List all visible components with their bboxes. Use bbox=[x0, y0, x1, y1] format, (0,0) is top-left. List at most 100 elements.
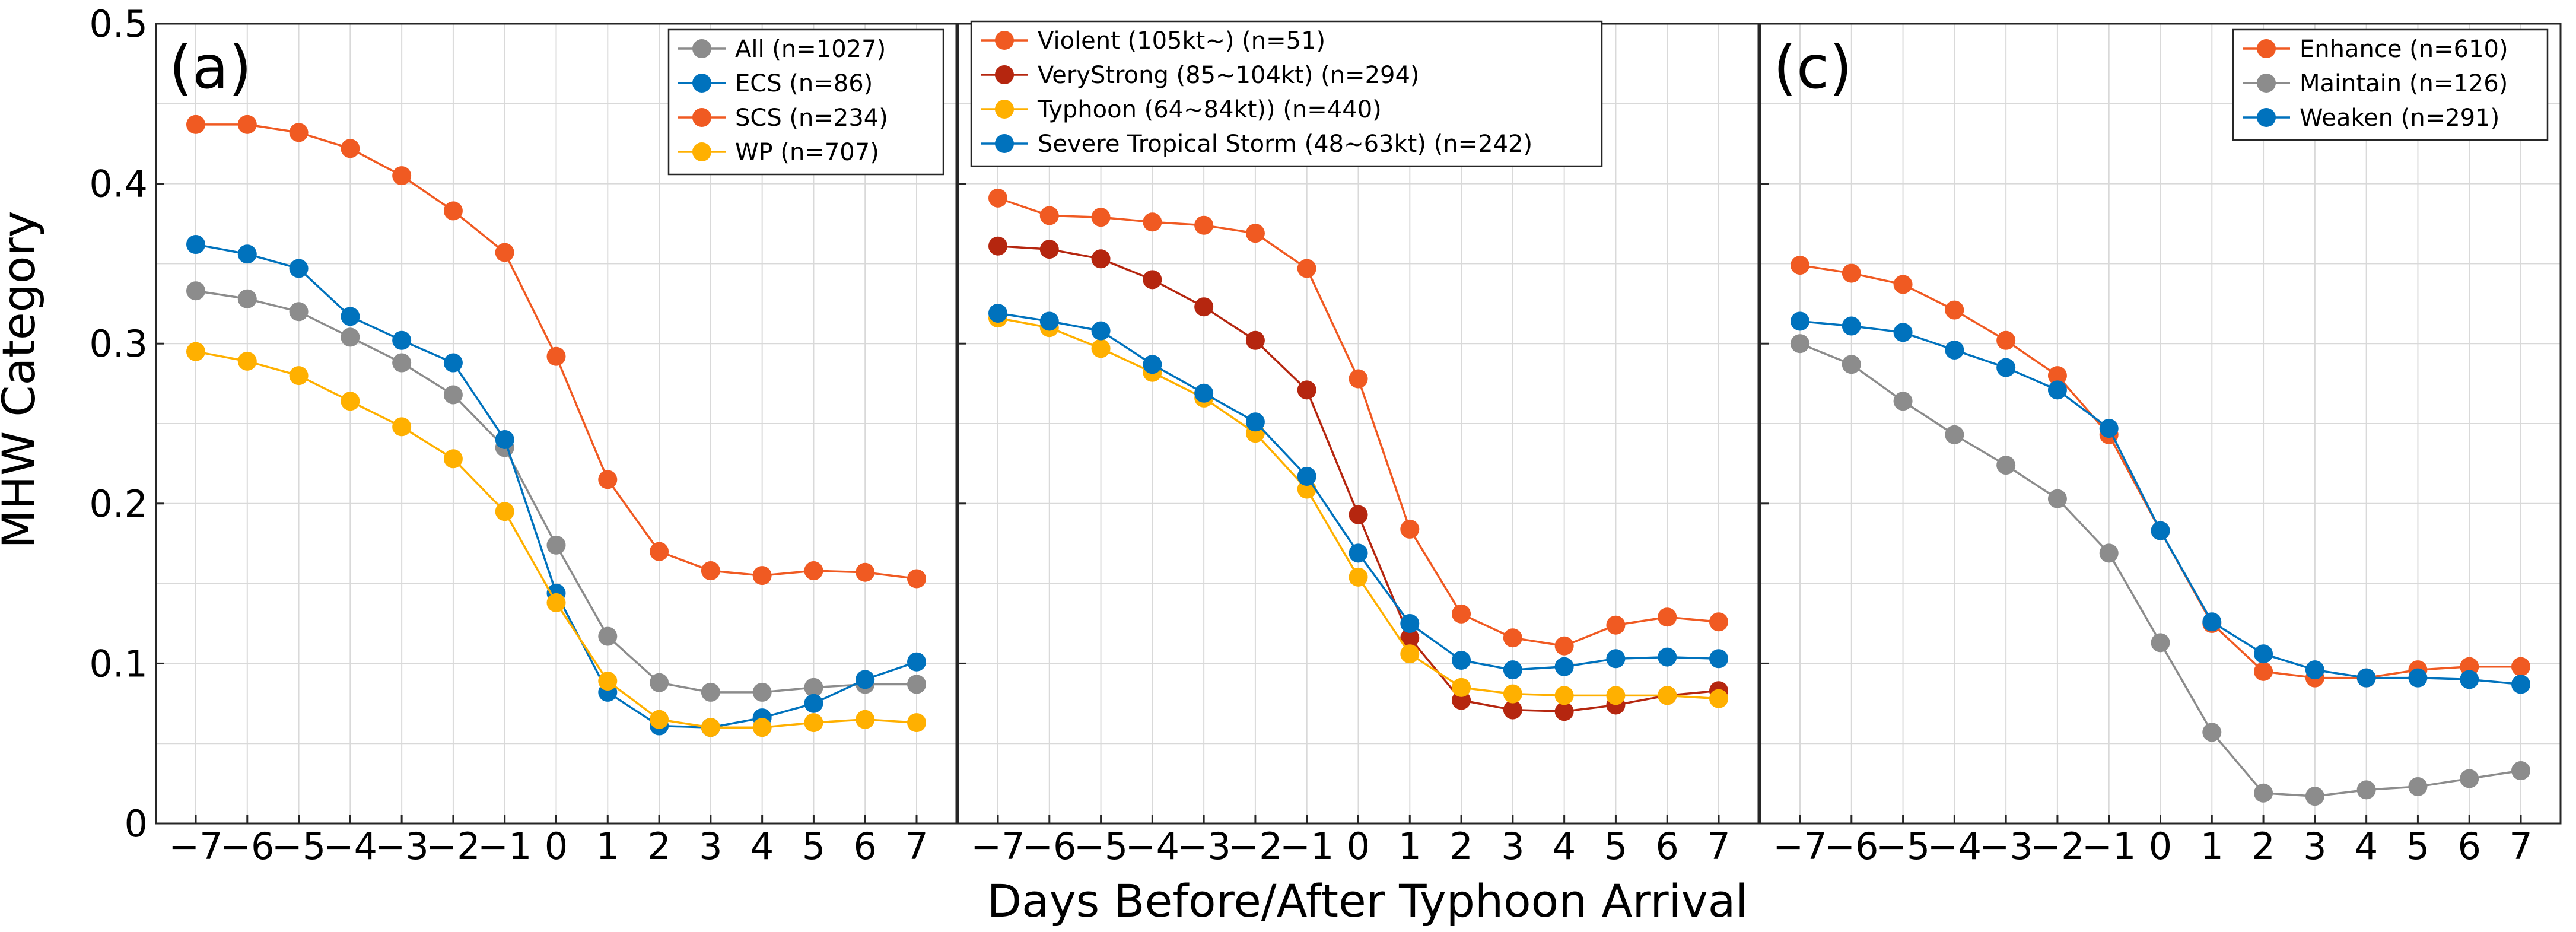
data-point bbox=[341, 392, 360, 411]
data-point bbox=[1996, 358, 2016, 377]
series-1 bbox=[988, 188, 1728, 656]
x-tick-label: −3 bbox=[1176, 825, 1230, 868]
x-tick-label: −6 bbox=[220, 825, 274, 868]
x-tick-label: −1 bbox=[478, 825, 532, 868]
y-tick-label: 0.1 bbox=[89, 642, 148, 685]
legend-entry-label: Violent (105kt~) (n=51) bbox=[1038, 27, 1325, 55]
legend-swatch-marker bbox=[2257, 74, 2276, 93]
data-point bbox=[237, 351, 257, 371]
data-point bbox=[2254, 783, 2273, 803]
legend-entry-label: Enhance (n=610) bbox=[2300, 36, 2508, 63]
legend-entry-label: Maintain (n=126) bbox=[2300, 70, 2508, 97]
x-tick-label: −5 bbox=[1074, 825, 1128, 868]
data-point bbox=[186, 235, 205, 255]
data-point bbox=[289, 123, 309, 142]
data-point bbox=[907, 675, 926, 694]
data-point bbox=[1091, 339, 1111, 358]
data-point bbox=[2460, 769, 2479, 788]
data-point bbox=[1349, 505, 1368, 524]
data-point bbox=[2151, 633, 2170, 653]
data-point bbox=[598, 672, 618, 691]
legend: Enhance (n=610) Maintain (n=126) Weaken (n… bbox=[2232, 28, 2549, 141]
panel-title: (a) bbox=[169, 33, 252, 102]
legend-swatch-marker bbox=[692, 108, 711, 127]
data-point bbox=[1349, 543, 1368, 563]
data-point bbox=[907, 569, 926, 589]
data-point bbox=[392, 417, 412, 437]
x-tick-label: 4 bbox=[750, 825, 774, 868]
legend: All (n=1027) ECS (n=86) SCS (n=234) WP (n=7… bbox=[667, 28, 944, 176]
data-point bbox=[1245, 224, 1265, 243]
data-point bbox=[988, 188, 1007, 208]
data-point bbox=[752, 566, 772, 586]
data-point bbox=[1194, 215, 1214, 235]
data-point bbox=[598, 470, 618, 489]
data-point bbox=[1400, 614, 1420, 633]
data-point bbox=[907, 713, 926, 733]
x-tick-label: 2 bbox=[1449, 825, 1473, 868]
x-tick-label: −2 bbox=[426, 825, 480, 868]
data-point bbox=[1606, 649, 1626, 669]
x-tick-label: −7 bbox=[1773, 825, 1827, 868]
data-point bbox=[1554, 636, 1574, 656]
data-point bbox=[1297, 466, 1316, 486]
data-point bbox=[495, 502, 514, 521]
data-point bbox=[1245, 412, 1265, 432]
y-tick-label: 0.2 bbox=[89, 482, 148, 526]
data-point bbox=[2202, 612, 2222, 632]
data-point bbox=[1709, 612, 1728, 632]
data-point bbox=[1945, 340, 1964, 360]
data-point bbox=[1709, 649, 1728, 669]
x-tick-label: 0 bbox=[545, 825, 568, 868]
data-point bbox=[237, 114, 257, 134]
data-point bbox=[1503, 628, 1522, 648]
data-point bbox=[1452, 677, 1471, 697]
data-point bbox=[237, 289, 257, 308]
legend-entry-label: All (n=1027) bbox=[735, 36, 886, 63]
data-point bbox=[2202, 723, 2222, 742]
y-axis-title: MHW Category bbox=[0, 211, 45, 548]
legend-entry-label: Weaken (n=291) bbox=[2300, 104, 2499, 132]
legend-swatch-marker bbox=[2257, 108, 2276, 127]
data-point bbox=[752, 682, 772, 702]
data-point bbox=[1945, 300, 1964, 320]
data-point bbox=[1143, 212, 1162, 232]
data-point bbox=[1996, 330, 2016, 350]
legend-swatch-marker bbox=[692, 39, 711, 58]
data-point bbox=[1554, 657, 1574, 676]
data-point bbox=[2408, 777, 2428, 796]
data-point bbox=[1194, 297, 1214, 317]
x-tick-label: −4 bbox=[1928, 825, 1982, 868]
legend-swatch-marker bbox=[692, 142, 711, 161]
panel-title: (c) bbox=[1773, 33, 1852, 102]
series-2 bbox=[186, 235, 926, 737]
x-tick-label: −2 bbox=[1228, 825, 1282, 868]
data-point bbox=[1503, 684, 1522, 704]
data-point bbox=[1194, 383, 1214, 403]
data-point bbox=[856, 562, 875, 582]
legend-entry-label: ECS (n=86) bbox=[735, 70, 873, 97]
data-point bbox=[1039, 240, 1059, 259]
data-point bbox=[237, 244, 257, 264]
data-point bbox=[1091, 321, 1111, 341]
data-point bbox=[392, 330, 412, 350]
legend-swatch-marker bbox=[995, 65, 1014, 84]
data-point bbox=[186, 342, 205, 361]
data-point bbox=[650, 673, 669, 692]
data-point bbox=[701, 682, 720, 702]
data-point bbox=[1452, 651, 1471, 670]
x-tick-label: 0 bbox=[1347, 825, 1370, 868]
data-point bbox=[2356, 668, 2376, 688]
data-point bbox=[1349, 369, 1368, 389]
chart-panel-1: −7−6−5−4−3−2−1 0 1 2 3 4 5 6 700.10.20.30.40.5(a… bbox=[89, 2, 958, 868]
data-point bbox=[341, 307, 360, 326]
data-point bbox=[1791, 311, 1809, 331]
data-point bbox=[2047, 380, 2067, 400]
x-tick-label: 7 bbox=[2509, 825, 2532, 868]
data-point bbox=[650, 710, 669, 729]
data-point bbox=[2408, 668, 2428, 688]
data-point bbox=[289, 259, 309, 278]
data-point bbox=[1658, 686, 1677, 705]
x-tick-label: 7 bbox=[1707, 825, 1730, 868]
data-point bbox=[341, 327, 360, 347]
